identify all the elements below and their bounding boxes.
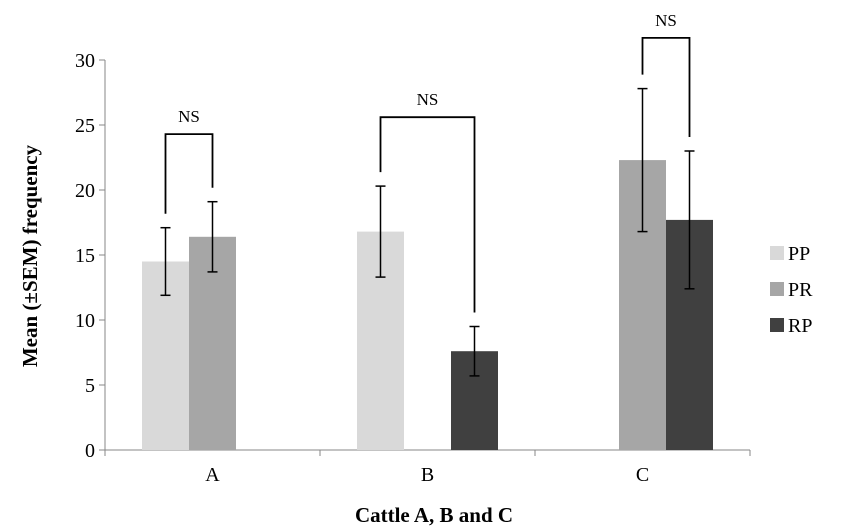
legend-swatch-pr xyxy=(770,282,784,296)
legend-label-pr: PR xyxy=(788,279,813,301)
ns-bracket xyxy=(641,37,691,137)
y-tick-label: 10 xyxy=(75,310,95,332)
x-tick-label: A xyxy=(205,464,220,486)
y-axis-title: Mean (±SEM) frequency xyxy=(18,144,42,367)
ns-annotations: NS NS NS xyxy=(164,11,691,313)
ns-label: NS xyxy=(417,90,439,109)
x-axis-title: Cattle A, B and C xyxy=(355,503,513,527)
x-ticks: A B C xyxy=(104,450,751,486)
ns-bracket xyxy=(379,116,476,313)
ns-label: NS xyxy=(655,11,677,30)
y-tick-label: 0 xyxy=(85,440,95,462)
bars xyxy=(142,160,713,450)
ns-label: NS xyxy=(178,107,200,126)
legend: PP PR RP xyxy=(770,243,813,337)
y-ticks: 0 5 10 15 20 25 30 xyxy=(75,50,105,462)
legend-swatch-rp xyxy=(770,318,784,332)
y-tick-label: 25 xyxy=(75,115,95,137)
legend-label-rp: RP xyxy=(788,315,812,337)
legend-swatch-pp xyxy=(770,246,784,260)
ns-bracket xyxy=(164,133,214,214)
legend-label-pp: PP xyxy=(788,243,810,265)
x-tick-label: B xyxy=(421,464,434,486)
y-tick-label: 20 xyxy=(75,180,95,202)
y-tick-label: 15 xyxy=(75,245,95,267)
y-tick-label: 30 xyxy=(75,50,95,72)
x-tick-label: C xyxy=(636,464,649,486)
y-tick-label: 5 xyxy=(85,375,95,397)
error-bars xyxy=(160,87,695,377)
